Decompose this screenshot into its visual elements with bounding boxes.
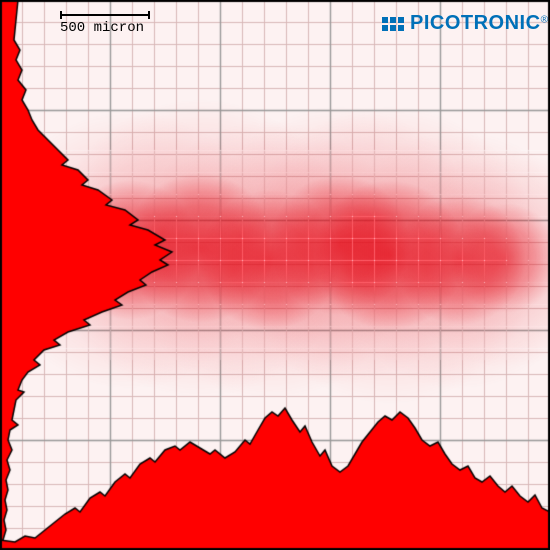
picotronic-logo: PICOTRONIC®: [382, 12, 548, 35]
scale-bar-label: 500 micron: [60, 20, 150, 36]
beam-profile-chart: 500 micron PICOTRONIC®: [0, 0, 550, 550]
logo-text: PICOTRONIC: [410, 12, 541, 34]
logo-registered-mark: ®: [541, 15, 548, 26]
profile-layer: [0, 0, 550, 550]
scale-bar-line: [60, 14, 150, 16]
logo-icon: [382, 17, 404, 31]
scale-bar: 500 micron: [60, 14, 150, 36]
